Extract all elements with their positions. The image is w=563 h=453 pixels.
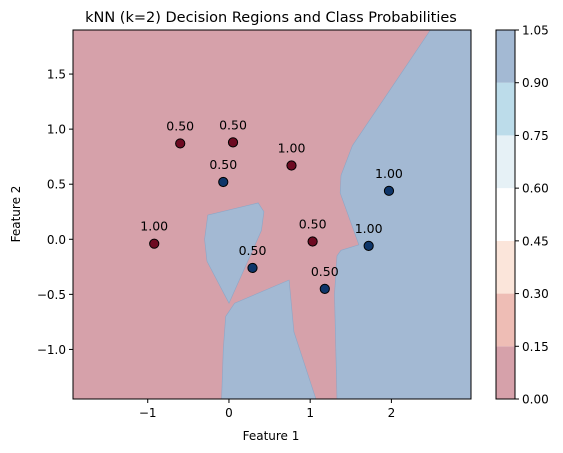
colorbar-frame [495,29,516,400]
y-tick-label: −1.0 [37,343,66,357]
colorbar-tick-label: 0.90 [522,76,549,90]
colorbar-tick-label: 0.45 [522,234,549,248]
y-tick-label: 1.5 [47,68,66,82]
colorbar-tick-label: 0.00 [522,393,549,407]
y-axis-label: Feature 2 [9,186,23,243]
x-tick-label: 0 [225,406,233,420]
point-probability-label: 0.50 [166,118,194,133]
data-point [227,137,239,148]
colorbar: 0.00 0.15 0.30 0.45 0.60 0.75 0.90 1.05 [495,24,549,407]
data-point [218,176,229,188]
colorbar-band [496,346,515,399]
y-tick-label: 1.0 [47,123,66,137]
point-probability-label: 1.00 [375,166,403,181]
colorbar-band [496,240,515,294]
point-probability-label: 0.50 [239,243,267,258]
colorbar-band [496,293,515,347]
colorbar-tick-label: 0.15 [522,340,549,354]
point-probability-label: 1.00 [278,140,306,155]
data-point [383,185,395,196]
plot-area: 0.50 0.50 0.50 1.00 1.00 1.00 0.50 1.00 0.50 0.50 [72,29,472,400]
data-point [307,236,318,247]
colorbar-tick-label: 0.60 [522,182,549,196]
y-tick-label: 0.5 [47,178,66,192]
data-point [286,160,297,171]
data-point [149,238,160,249]
colorbar-tick-label: 0.30 [522,287,549,301]
region-class-1 [221,279,317,400]
colorbar-band [496,82,515,136]
x-axis: −1 0 1 2 [139,399,395,420]
data-point [363,240,374,251]
chart-title: kNN (k=2) Decision Regions and Class Pro… [85,10,457,26]
plot-frame [72,29,472,400]
data-point [319,283,330,294]
x-axis-label: Feature 1 [243,429,300,443]
point-probability-label: 0.50 [299,216,327,231]
y-tick-label: −0.5 [37,288,66,302]
point-probability-label: 0.50 [311,264,339,279]
y-axis: −1.0 −0.5 0.0 0.5 1.0 1.5 [37,68,73,357]
colorbar-tick-label: 0.75 [522,129,549,143]
colorbar-band [496,30,515,83]
data-point [175,138,186,149]
point-probability-label: 0.50 [209,157,237,172]
x-tick-label: 2 [388,406,396,420]
y-tick-label: 0.0 [47,233,66,247]
colorbar-band [496,188,515,241]
x-tick-label: 1 [306,406,314,420]
data-point [247,262,258,274]
colorbar-tick-label: 1.05 [522,24,549,38]
colorbar-band [496,135,515,189]
point-probability-label: 0.50 [219,117,247,132]
point-probability-label: 1.00 [140,219,168,234]
x-tick-label: −1 [139,406,157,420]
region-class-1 [204,202,265,304]
point-probability-label: 1.00 [355,221,383,236]
